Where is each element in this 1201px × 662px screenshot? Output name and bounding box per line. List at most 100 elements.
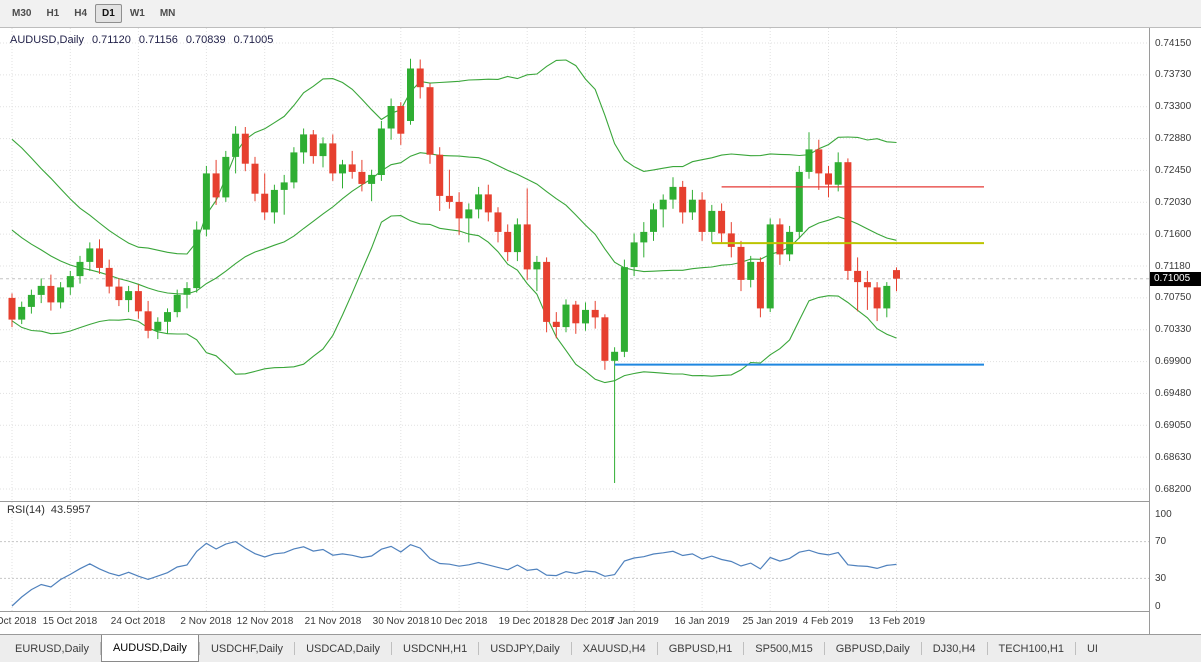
timeframe-button-m30[interactable]: M30 bbox=[12, 8, 32, 19]
price-axis[interactable]: 0.71005 0.74150 0.73730 0.73300 0.72880 0.72… bbox=[1149, 28, 1201, 634]
candle-body bbox=[27, 294, 35, 307]
timeframe-button-h4[interactable]: H4 bbox=[74, 8, 88, 19]
rsi-indicator-pane[interactable]: RSI(14) 43.5957 bbox=[0, 502, 1149, 611]
chart-tab-usdchf-daily[interactable]: USDCHF,Daily bbox=[210, 642, 284, 655]
chart-tab-audusd-daily[interactable]: AUDUSD,Daily bbox=[100, 635, 199, 662]
time-axis-label: 28 Dec 2018 bbox=[556, 616, 614, 627]
chart-tab-usdcad-daily[interactable]: USDCAD,Daily bbox=[306, 642, 381, 655]
rsi-axis-label: 70 bbox=[1155, 536, 1167, 548]
candle-body bbox=[397, 106, 405, 134]
candle-body bbox=[698, 199, 706, 232]
candle-body bbox=[893, 270, 900, 279]
time-axis-label: 16 Jan 2019 bbox=[674, 616, 730, 627]
candle-body bbox=[747, 261, 755, 280]
timeframe-button-w1[interactable]: W1 bbox=[129, 8, 145, 19]
candle-body bbox=[533, 261, 541, 270]
chart-tab-dj30-h4[interactable]: DJ30,H4 bbox=[932, 642, 976, 655]
chart-title-low: 0.70839 bbox=[185, 34, 226, 46]
candle-body bbox=[776, 224, 784, 255]
candle-body bbox=[727, 233, 735, 247]
price-axis-label: 0.70750 bbox=[1155, 292, 1192, 304]
tab-separator bbox=[656, 642, 658, 655]
candle-body bbox=[543, 261, 551, 322]
candle-body bbox=[766, 224, 774, 309]
time-axis[interactable]: 5 Oct 2018 15 Oct 2018 24 Oct 2018 2 Nov 20… bbox=[0, 612, 1149, 634]
timeframe-button-d1[interactable]: D1 bbox=[95, 4, 122, 23]
candle-body bbox=[620, 267, 628, 352]
time-axis-label: 7 Jan 2019 bbox=[609, 616, 659, 627]
timeframe-button-h1[interactable]: H1 bbox=[46, 8, 60, 19]
tab-separator bbox=[986, 642, 988, 655]
candle-body bbox=[251, 163, 259, 194]
candle-body bbox=[436, 154, 444, 196]
candle-body bbox=[679, 186, 687, 213]
candle-body bbox=[650, 209, 657, 232]
main-chart-pane[interactable]: AUDUSD,Daily 0.71120 0.71156 0.70839 0.7… bbox=[0, 28, 1149, 501]
current-price-badge: 0.71005 bbox=[1150, 272, 1201, 286]
candle-body bbox=[513, 224, 521, 253]
candle-body bbox=[348, 164, 356, 172]
candle-body bbox=[834, 162, 842, 185]
time-axis-label: 25 Jan 2019 bbox=[742, 616, 798, 627]
time-axis-label: 4 Feb 2019 bbox=[802, 616, 854, 627]
chart-tab-usdjpy-daily[interactable]: USDJPY,Daily bbox=[490, 642, 560, 655]
chart-tab-bar: EURUSD,Daily AUDUSD,Daily USDCHF,Daily USDC… bbox=[0, 634, 1201, 662]
candle-body bbox=[407, 68, 414, 121]
candle-body bbox=[270, 189, 278, 213]
chart-tab-ui[interactable]: UI bbox=[1086, 642, 1098, 655]
candlestick-chart[interactable] bbox=[0, 28, 1149, 501]
candle-body bbox=[630, 242, 638, 268]
candle-body bbox=[105, 267, 113, 287]
candle-body bbox=[484, 194, 492, 213]
candle-body bbox=[241, 133, 249, 164]
timeframe-button-mn[interactable]: MN bbox=[159, 8, 176, 19]
time-axis-label: 30 Nov 2018 bbox=[372, 616, 430, 627]
price-axis-label: 0.69900 bbox=[1155, 356, 1192, 368]
price-axis-label: 0.69480 bbox=[1155, 387, 1192, 399]
chart-tab-gbpusd-h1[interactable]: GBPUSD,H1 bbox=[668, 642, 733, 655]
rsi-line bbox=[11, 540, 897, 607]
candle-body bbox=[66, 276, 74, 288]
price-axis-label: 0.70330 bbox=[1155, 324, 1192, 336]
candle-body bbox=[47, 285, 55, 303]
timeframe-toolbar: M30 H1 H4 D1 W1 MN bbox=[0, 0, 1201, 28]
chart-tab-sp500-m15[interactable]: SP500,M15 bbox=[755, 642, 813, 655]
candle-body bbox=[475, 194, 483, 210]
chart-title-open: 0.71120 bbox=[91, 34, 131, 46]
chart-tab-tech100-h1[interactable]: TECH100,H1 bbox=[998, 642, 1064, 655]
candle-body bbox=[76, 261, 84, 277]
rsi-chart[interactable] bbox=[0, 502, 1149, 611]
candle-body bbox=[455, 201, 463, 219]
time-axis-label: 13 Feb 2019 bbox=[868, 616, 926, 627]
candle-body bbox=[290, 152, 298, 183]
candle-body bbox=[708, 210, 716, 232]
candles-layer bbox=[8, 58, 900, 483]
candle-body bbox=[134, 291, 142, 312]
chart-tab-eurusd-daily[interactable]: EURUSD,Daily bbox=[15, 642, 89, 655]
chart-tab-usdcnh-h1[interactable]: USDCNH,H1 bbox=[403, 642, 468, 655]
candle-body bbox=[261, 193, 269, 213]
price-axis-label: 0.68630 bbox=[1155, 451, 1192, 463]
price-axis-label: 0.73300 bbox=[1155, 101, 1192, 113]
tab-separator bbox=[198, 642, 200, 655]
candle-body bbox=[688, 199, 696, 213]
candle-body bbox=[387, 106, 395, 129]
pane-separator[interactable] bbox=[0, 501, 1149, 502]
tab-separator bbox=[99, 642, 101, 655]
candle-body bbox=[445, 195, 453, 202]
price-axis-label: 0.72030 bbox=[1155, 196, 1192, 208]
chart-tab-xauusd-h4[interactable]: XAUUSD,H4 bbox=[582, 642, 646, 655]
candle-body bbox=[300, 134, 308, 153]
candle-body bbox=[640, 231, 648, 243]
rsi-grid bbox=[11, 502, 897, 611]
candle-body bbox=[718, 210, 726, 234]
tab-separator bbox=[1074, 642, 1076, 655]
candle-body bbox=[756, 261, 764, 309]
candle-body bbox=[737, 246, 745, 280]
time-axis-label: 21 Nov 2018 bbox=[304, 616, 362, 627]
chart-tab-gbpusd-daily[interactable]: GBPUSD,Daily bbox=[835, 642, 910, 655]
candle-body bbox=[844, 162, 852, 271]
candle-body bbox=[426, 87, 434, 155]
candle-body bbox=[825, 173, 832, 185]
